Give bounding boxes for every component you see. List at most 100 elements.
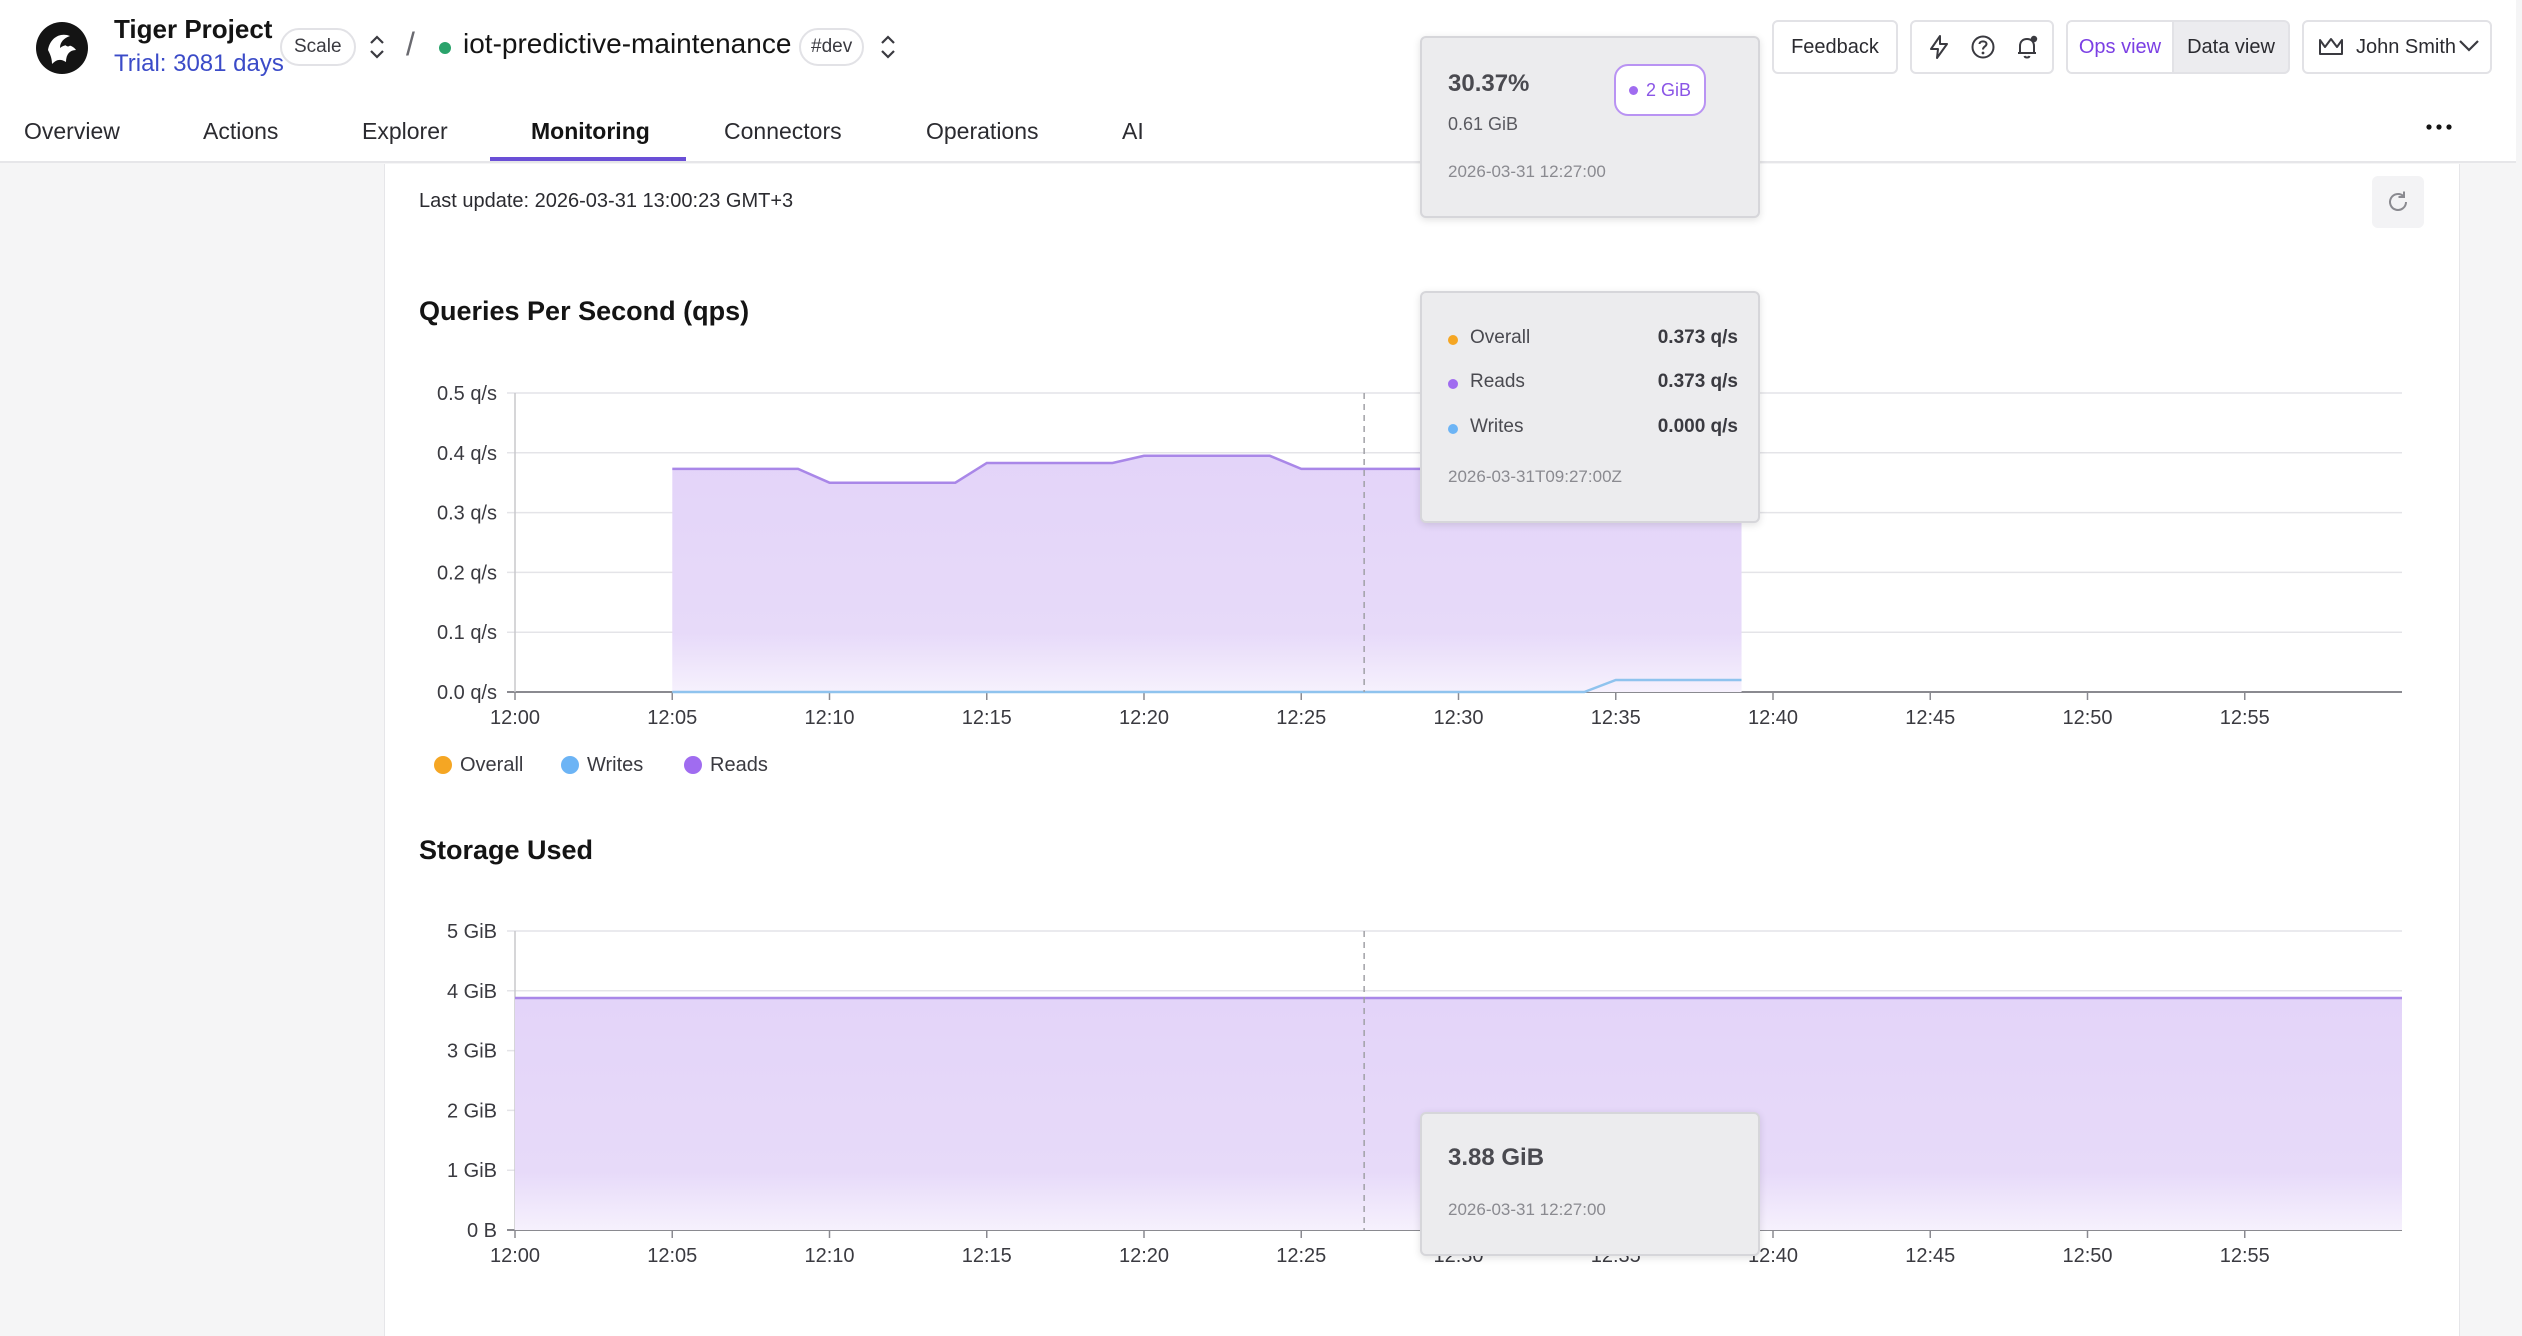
storage-y-tick-label: 2 GiB [447,1100,497,1122]
qps-y-tick-label: 0.1 q/s [437,622,497,644]
tab-operations[interactable]: Operations [926,118,1039,144]
qps-tooltip-row-reads: Reads 0.373 q/s [1448,371,1738,397]
qps-y-tick-label: 0.5 q/s [437,383,497,405]
storage-tooltip-time: 2026-03-31 12:27:00 [1448,1200,1606,1219]
refresh-icon [2389,191,2407,211]
service-name[interactable]: iot-predictive-maintenance [463,28,792,59]
qps-x-tick-label: 12:20 [1119,707,1169,729]
env-chip: #dev [799,28,865,66]
qps-x-tick-label: 12:15 [962,707,1012,729]
qps-chart[interactable]: 0.0 q/s 0.1 q/s 0.2 q/s 0.3 q/s 0.4 q/s 0.5 q… [0,370,2410,750]
tab-overview[interactable]: Overview [24,118,120,144]
storage-x-tick-label: 12:05 [647,1245,697,1267]
legend-item-writes[interactable]: Writes [561,754,643,777]
qps-tooltip-row-overall: Overall 0.373 q/s [1448,327,1738,353]
storage-chart-title: Storage Used [419,835,594,865]
qps-y-tick-label: 0.0 q/s [437,682,497,704]
qps-series-writes-line [672,678,1742,694]
qps-tooltip-row-writes: Writes 0.000 q/s [1448,416,1738,442]
qps-tooltip-time: 2026-03-31T09:27:00Z [1448,467,1622,486]
legend-dot-writes [561,756,579,774]
breadcrumb-separator: / [406,26,415,62]
qps-tooltip-value-overall: 0.373 q/s [1657,327,1738,348]
storage-x-tick-label: 12:40 [1748,1245,1798,1267]
qps-x-tick-label: 12:50 [2062,707,2112,729]
qps-tooltip-label-reads: Reads [1470,371,1525,392]
storage-y-tick-label: 3 GiB [447,1041,497,1063]
memory-tooltip: 30.37% 0.61 GiB 2 GiB 2026-03-31 12:27:0… [1420,36,1760,218]
storage-x-tick-label: 12:55 [2220,1245,2270,1267]
storage-y-tick-label: 4 GiB [447,981,497,1003]
qps-series-reads-line [672,454,1742,484]
project-switcher-updown-icon[interactable] [366,32,388,62]
qps-y-tick-label: 0.4 q/s [437,443,497,465]
feedback-button[interactable]: Feedback [1772,20,1898,74]
more-icon[interactable] [2424,122,2454,132]
data-view-button[interactable]: Data view [2187,36,2275,58]
help-icon[interactable] [1970,34,1996,60]
qps-x-tick-label: 12:05 [647,707,697,729]
qps-x-tick-label: 12:00 [490,707,540,729]
storage-x-tick-label: 12:00 [490,1245,540,1267]
qps-tooltip-label-overall: Overall [1470,327,1531,348]
storage-y-tick-label: 5 GiB [447,921,497,943]
chevron-down-icon [2459,40,2479,52]
top-header: Tiger Project Trial: 3081 days Scale / i… [0,0,2516,163]
qps-x-tick-label: 12:40 [1748,707,1798,729]
service-switcher-updown-icon[interactable] [877,32,899,62]
qps-tooltip-label-writes: Writes [1470,416,1524,437]
trial-link[interactable]: Trial: 3081 days [114,50,284,77]
tab-explorer[interactable]: Explorer [362,118,448,144]
nav-tabs: Overview Actions Explorer Monitoring Con… [0,100,2516,162]
ops-view-button[interactable]: Ops view [2068,22,2174,72]
storage-chart[interactable]: 0 B 1 GiB 2 GiB 3 GiB 4 GiB 5 GiB 12:00 12:05 12… [0,908,2410,1278]
qps-x-tick-label: 12:30 [1433,707,1483,729]
qps-x-tick-label: 12:35 [1591,707,1641,729]
legend-label-overall: Overall [460,754,524,776]
project-name[interactable]: Tiger Project [114,14,273,44]
storage-x-tick-label: 12:25 [1276,1245,1326,1267]
plan-chip: Scale [280,28,356,66]
qps-y-tick-label: 0.3 q/s [437,503,497,525]
legend-item-reads[interactable]: Reads [684,754,768,777]
tab-ai[interactable]: AI [1122,118,1144,144]
legend-dot-reads [684,756,702,774]
crown-icon [2319,38,2343,55]
header-icon-group [1910,20,2054,74]
memory-percent: 30.37% [1448,70,1530,97]
user-name: John Smith [2356,36,2457,58]
legend-item-overall[interactable]: Overall [434,754,523,777]
qps-tooltip: Overall 0.373 q/s Reads 0.373 q/s Writes… [1420,291,1760,523]
storage-x-tick-label: 12:20 [1119,1245,1169,1267]
logo-icon[interactable] [34,20,90,76]
view-toggle: Ops view Data view [2066,20,2290,74]
qps-tooltip-dot-overall [1448,335,1458,345]
legend-label-writes: Writes [587,754,644,776]
tab-actions[interactable]: Actions [203,118,279,144]
user-menu-button[interactable]: John Smith [2302,20,2492,74]
storage-y-tick-label: 0 B [467,1220,497,1242]
qps-chart-title: Queries Per Second (qps) [419,296,750,326]
storage-x-tick-label: 12:10 [804,1245,854,1267]
service-status-dot [439,42,451,54]
storage-y-tick-label: 1 GiB [447,1160,497,1182]
lightning-icon[interactable] [1926,34,1952,60]
last-update-text: Last update: 2026-03-31 13:00:23 GMT+3 [419,190,794,212]
qps-tooltip-dot-reads [1448,379,1458,389]
storage-tooltip-value: 3.88 GiB [1448,1144,1545,1171]
qps-x-tick-label: 12:25 [1276,707,1326,729]
legend-label-reads: Reads [710,754,768,776]
bell-icon[interactable] [2014,34,2040,60]
qps-tooltip-value-writes: 0.000 q/s [1657,416,1738,437]
qps-tooltip-dot-writes [1448,424,1458,434]
memory-limit-chip: 2 GiB [1614,64,1706,116]
memory-amount: 0.61 GiB [1448,114,1519,134]
qps-x-tick-label: 12:10 [804,707,854,729]
storage-x-tick-label: 12:50 [2062,1245,2112,1267]
refresh-button[interactable] [2372,176,2424,228]
active-tab-indicator [490,157,686,161]
qps-x-tick-label: 12:45 [1905,707,1955,729]
tab-monitoring[interactable]: Monitoring [531,118,650,144]
storage-x-tick-label: 12:15 [962,1245,1012,1267]
tab-connectors[interactable]: Connectors [724,118,842,144]
